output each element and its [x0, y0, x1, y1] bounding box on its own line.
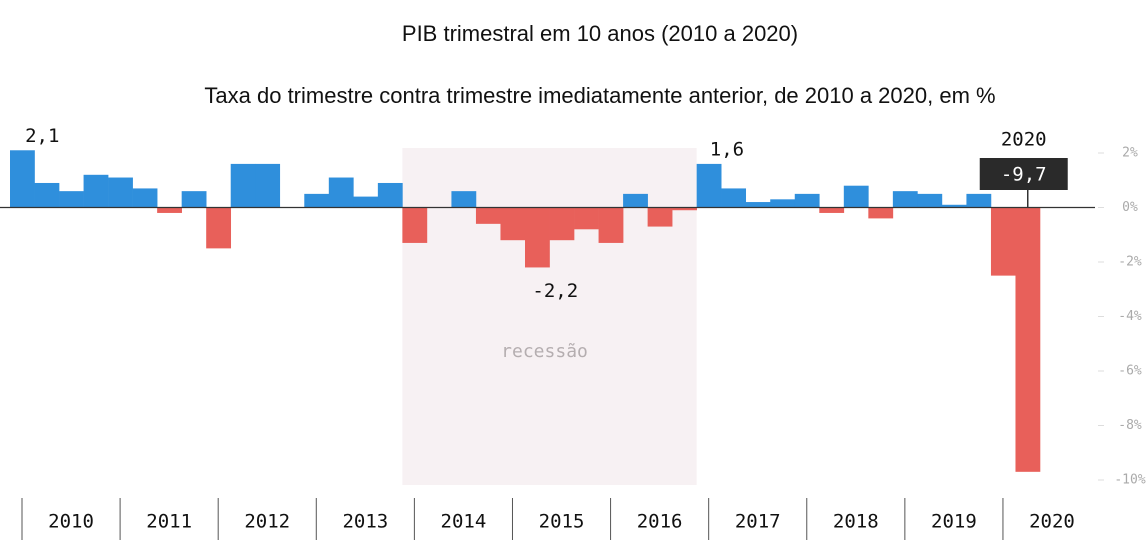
value-label: 1,6	[710, 138, 744, 160]
x-group-label: 2019	[931, 511, 977, 533]
recession-band	[402, 148, 697, 485]
bar	[157, 207, 182, 213]
bar	[377, 182, 403, 208]
x-group-label: 2015	[539, 511, 585, 533]
bar	[892, 191, 918, 208]
bar	[451, 191, 477, 208]
y-tick-label: -2%	[1118, 255, 1142, 270]
x-group-label: 2011	[146, 511, 192, 533]
bar	[34, 182, 60, 208]
bar	[353, 196, 379, 208]
bar	[843, 185, 869, 208]
bar	[10, 150, 35, 208]
bar	[304, 193, 330, 208]
x-group-label: 2010	[48, 511, 94, 533]
bar	[794, 193, 820, 208]
y-tick-label: -6%	[1118, 364, 1142, 379]
bar	[83, 174, 109, 208]
recession-label: recessão	[501, 341, 588, 362]
bar	[108, 177, 133, 208]
bar	[819, 207, 845, 213]
bar	[475, 207, 501, 224]
y-tick-label: -8%	[1118, 418, 1142, 433]
x-group-label: 2013	[342, 511, 388, 533]
bar	[230, 163, 256, 208]
x-group-label: 2012	[244, 511, 290, 533]
x-group-label: 2018	[833, 511, 879, 533]
y-tick-label: 2%	[1122, 146, 1138, 161]
bar	[1015, 207, 1041, 472]
callout-title: 2020	[1001, 129, 1047, 151]
chart-subtitle: Taxa do trimestre contra trimestre imedi…	[204, 83, 995, 108]
bar	[917, 193, 943, 208]
x-group-label: 2020	[1029, 511, 1075, 533]
bar	[770, 199, 796, 208]
chart-title: PIB trimestral em 10 anos (2010 a 2020)	[402, 21, 798, 46]
y-tick-label: 0%	[1122, 200, 1138, 215]
bar	[696, 163, 722, 208]
bar	[402, 207, 428, 243]
value-label: -9,7	[1001, 164, 1047, 186]
bar	[623, 193, 648, 208]
bar	[181, 191, 207, 208]
bar	[328, 177, 354, 208]
bar	[721, 188, 747, 208]
bar	[745, 202, 771, 208]
bar	[500, 207, 526, 241]
bar	[941, 204, 967, 208]
bar	[647, 207, 673, 227]
value-label: -2,2	[532, 280, 578, 302]
y-tick-label: -10%	[1114, 473, 1145, 488]
bar	[598, 207, 624, 243]
x-group-label: 2017	[735, 511, 781, 533]
y-tick-label: -4%	[1118, 309, 1142, 324]
bar	[868, 207, 894, 219]
bar	[966, 193, 992, 208]
x-group-label: 2014	[441, 511, 487, 533]
bar	[255, 163, 281, 208]
bar	[132, 188, 158, 208]
bar	[206, 207, 232, 249]
bar	[672, 207, 697, 211]
bar	[549, 207, 575, 241]
callout-box	[979, 158, 1068, 190]
bar	[990, 207, 1016, 276]
bar	[574, 207, 599, 230]
bar	[59, 191, 84, 208]
bar	[525, 207, 550, 268]
x-group-label: 2016	[637, 511, 683, 533]
value-label: 2,1	[25, 125, 59, 147]
